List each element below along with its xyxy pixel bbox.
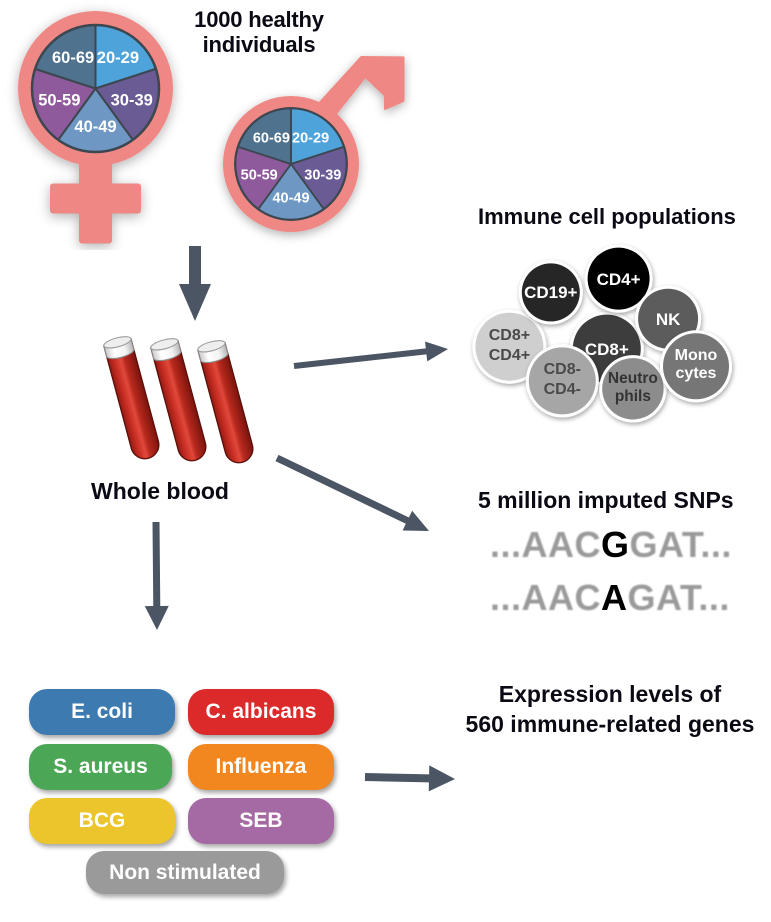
svg-text:CD4+: CD4+ (597, 270, 641, 289)
svg-text:NK: NK (656, 310, 681, 329)
svg-text:Mono: Mono (675, 347, 718, 364)
svg-text:CD4+: CD4+ (489, 347, 530, 364)
svg-text:phils: phils (615, 388, 651, 405)
svg-text:CD8+: CD8+ (489, 327, 530, 344)
svg-text:Neutro: Neutro (608, 370, 658, 387)
svg-text:cytes: cytes (676, 365, 717, 382)
svg-text:CD8-: CD8- (544, 361, 581, 378)
svg-text:CD19+: CD19+ (524, 283, 577, 302)
svg-text:CD8+: CD8+ (585, 340, 629, 359)
svg-text:CD4-: CD4- (544, 381, 581, 398)
